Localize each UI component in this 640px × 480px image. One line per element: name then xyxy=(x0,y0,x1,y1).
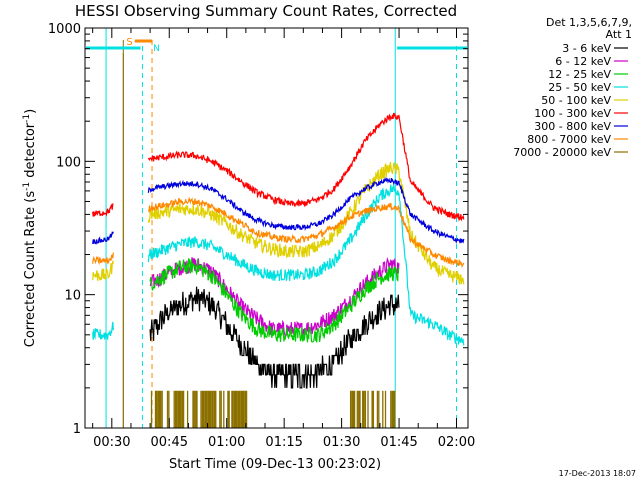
x-axis-label: Start Time (09-Dec-13 00:23:02) xyxy=(169,457,381,472)
night-label: N xyxy=(153,44,160,54)
x-tick-label: 02:00 xyxy=(438,435,475,450)
plot-area: SN xyxy=(86,28,467,428)
legend-entry: 25 - 50 keV xyxy=(548,81,611,94)
x-axis-ticks: 00:30 00:45 01:00 01:15 01:30 01:45 02:00 xyxy=(92,28,475,450)
series-line xyxy=(149,258,400,343)
y-axis-label: Corrected Count Rate (s-1 detector-1) xyxy=(22,109,38,347)
saa-label: S xyxy=(126,37,132,48)
legend-entry: 800 - 7000 keV xyxy=(527,133,611,146)
x-tick-label: 01:30 xyxy=(323,435,360,450)
x-tick-label: 00:30 xyxy=(93,435,130,450)
x-tick-label: 01:15 xyxy=(265,435,302,450)
legend-entry: 7000 - 20000 keV xyxy=(513,146,611,159)
legend-entry: 3 - 6 keV xyxy=(562,42,611,55)
series-line xyxy=(149,286,400,389)
series-line xyxy=(92,112,465,222)
series-line xyxy=(92,183,465,346)
legend-entry: 12 - 25 keV xyxy=(548,68,611,81)
timestamp: 17-Dec-2013 18:07 xyxy=(559,469,636,478)
x-tick-label: 01:45 xyxy=(380,435,417,450)
plot-frame xyxy=(84,27,469,429)
legend-header-line2: Att 1 xyxy=(606,28,632,41)
series-line xyxy=(150,390,248,428)
legend-header-line1: Det 1,3,5,6,7,9, xyxy=(546,16,632,29)
x-tick-label: 01:00 xyxy=(208,435,245,450)
series-line xyxy=(92,176,465,245)
y-tick-label: 10 xyxy=(64,289,81,304)
y-tick-label: 1000 xyxy=(48,22,81,37)
legend-entry: 6 - 12 keV xyxy=(555,55,611,68)
x-tick-label: 00:45 xyxy=(151,435,188,450)
y-axis-ticks: 1 10 100 1000 xyxy=(48,22,468,437)
legend-entry: 300 - 800 keV xyxy=(534,120,611,133)
chart-title: HESSI Observing Summary Count Rates, Cor… xyxy=(75,2,457,20)
series-line xyxy=(349,390,396,428)
legend-entry: 100 - 300 keV xyxy=(534,107,611,120)
y-tick-label: 1 xyxy=(73,422,81,437)
y-tick-label: 100 xyxy=(56,155,81,170)
series-line xyxy=(92,196,465,268)
legend-entry: 50 - 100 keV xyxy=(541,94,611,107)
